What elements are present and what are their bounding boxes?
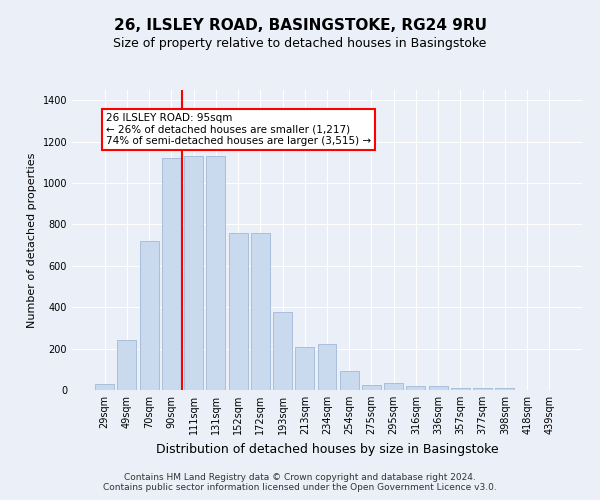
Bar — [229, 233, 248, 390]
Bar — [473, 388, 492, 390]
Text: 26 ILSLEY ROAD: 95sqm
← 26% of detached houses are smaller (1,217)
74% of semi-d: 26 ILSLEY ROAD: 95sqm ← 26% of detached … — [106, 113, 371, 146]
Bar — [184, 156, 203, 390]
Bar — [140, 241, 158, 390]
Bar — [451, 388, 470, 390]
Bar — [162, 158, 181, 390]
Bar — [273, 312, 292, 390]
Bar — [118, 340, 136, 390]
Y-axis label: Number of detached properties: Number of detached properties — [27, 152, 37, 328]
Text: Size of property relative to detached houses in Basingstoke: Size of property relative to detached ho… — [113, 38, 487, 51]
Bar — [384, 383, 403, 390]
Bar — [429, 386, 448, 390]
Bar — [406, 386, 425, 390]
X-axis label: Distribution of detached houses by size in Basingstoke: Distribution of detached houses by size … — [155, 442, 499, 456]
Bar — [206, 156, 225, 390]
Text: 26, ILSLEY ROAD, BASINGSTOKE, RG24 9RU: 26, ILSLEY ROAD, BASINGSTOKE, RG24 9RU — [113, 18, 487, 32]
Bar — [95, 384, 114, 390]
Bar — [362, 385, 381, 390]
Bar — [317, 344, 337, 390]
Bar — [496, 388, 514, 390]
Bar — [295, 346, 314, 390]
Bar — [340, 372, 359, 390]
Bar — [251, 233, 270, 390]
Text: Contains HM Land Registry data © Crown copyright and database right 2024.
Contai: Contains HM Land Registry data © Crown c… — [103, 473, 497, 492]
